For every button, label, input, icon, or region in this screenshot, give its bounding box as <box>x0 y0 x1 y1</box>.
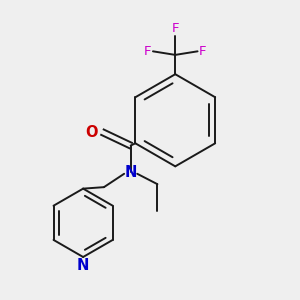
Text: N: N <box>77 259 89 274</box>
Text: F: F <box>144 45 152 58</box>
Text: N: N <box>124 165 137 180</box>
Text: F: F <box>172 22 179 35</box>
Text: O: O <box>85 125 98 140</box>
Text: F: F <box>199 45 206 58</box>
